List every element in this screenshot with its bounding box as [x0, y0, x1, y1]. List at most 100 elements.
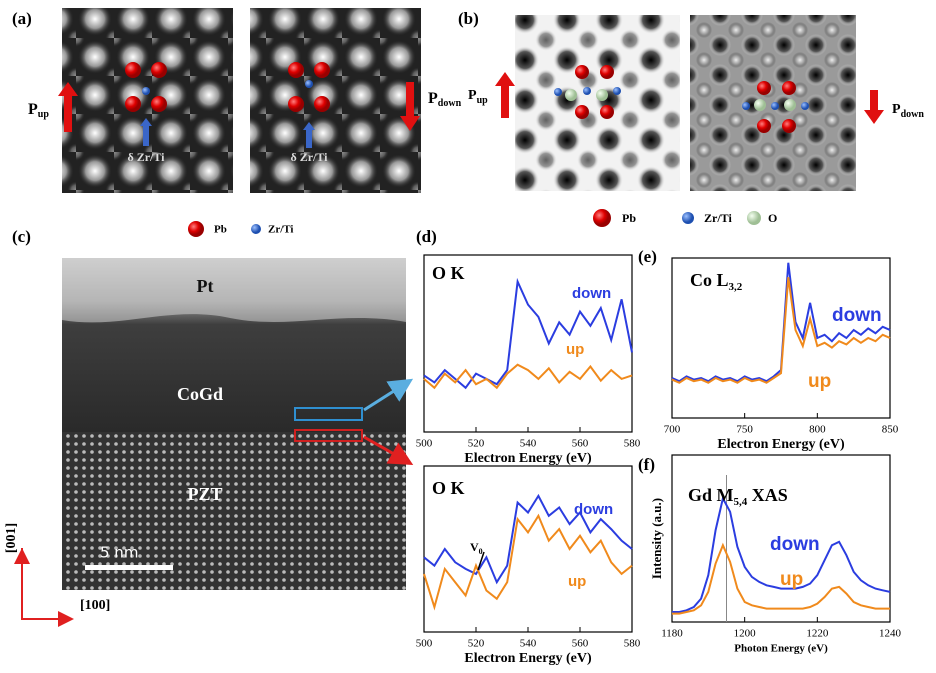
layer-label: PZT: [187, 484, 222, 504]
x-tick-label: 850: [882, 424, 899, 436]
pointer-arrow: [363, 378, 414, 412]
symbol: P: [28, 101, 38, 118]
region-box: [294, 407, 363, 421]
displacement-label: δ Zr/Ti: [127, 150, 165, 164]
panel-label: (c): [12, 227, 31, 246]
chart-title: O K: [432, 263, 465, 283]
subscript: down: [901, 109, 925, 120]
legend-label: O: [768, 211, 777, 225]
symbol: P: [468, 88, 477, 103]
series-label: down: [832, 305, 882, 326]
subscript: up: [477, 95, 489, 106]
spectrum-line: [423, 493, 633, 585]
x-tick-label: 1240: [879, 628, 902, 640]
x-tick-label: 500: [416, 438, 433, 450]
polarization-label: Pup: [468, 88, 488, 106]
annotation: V0: [470, 540, 483, 556]
axis-direction: [100]: [80, 598, 110, 613]
x-tick-label: 540: [520, 438, 537, 450]
legend-label: Pb: [622, 211, 636, 225]
pt-layer: [62, 258, 406, 323]
panel-label: (d): [416, 227, 437, 246]
symbol: V: [470, 540, 479, 554]
series-label: up: [780, 569, 803, 590]
arrow-down: [864, 90, 884, 124]
subscript: down: [438, 98, 462, 109]
panel-label: (e): [638, 247, 657, 266]
subscript: up: [38, 109, 50, 120]
x-tick-label: 560: [572, 438, 589, 450]
spectrum-line: [672, 495, 891, 613]
panel-label: (a): [12, 9, 32, 28]
plot-frame: [671, 454, 891, 623]
symbol: P: [892, 102, 901, 117]
x-axis-label: Electron Energy (eV): [464, 651, 592, 666]
layer-label: Pt: [197, 276, 214, 296]
stem-image: [250, 8, 421, 193]
spectrum-line: [671, 277, 891, 384]
stem-image: [515, 15, 680, 191]
x-tick-label: 580: [624, 438, 641, 450]
pzt-layer: [62, 432, 406, 590]
title-part: Co L: [690, 270, 729, 290]
pointer-arrow: [363, 435, 414, 465]
title-part: 5,4: [734, 496, 748, 508]
legend: Pb Zr/Ti O: [593, 209, 777, 227]
x-tick-label: 540: [520, 638, 537, 650]
stem-image: [62, 8, 233, 193]
spectrum-line: [423, 363, 633, 390]
series-label: up: [568, 573, 586, 590]
x-axis-label: Electron Energy (eV): [717, 437, 845, 452]
axis-arrows: [21, 548, 70, 620]
title-part: XAS: [747, 485, 788, 505]
x-tick-label: 560: [572, 638, 589, 650]
axis-direction: [001]: [4, 523, 19, 553]
subscript: 0: [479, 547, 483, 556]
chart-title: Gd M5,4 XAS: [688, 485, 788, 507]
x-tick-label: 1200: [734, 628, 757, 640]
spectrum-line: [423, 277, 633, 390]
x-tick-label: 1180: [661, 628, 683, 640]
panel-label: (b): [458, 9, 479, 28]
x-tick-label: 1220: [806, 628, 829, 640]
scale-bar-label: 5 nm: [100, 544, 138, 562]
legend-label: Zr/Ti: [704, 211, 732, 225]
x-tick-label: 750: [736, 424, 753, 436]
x-axis-label: Electron Energy (eV): [464, 451, 592, 466]
x-tick-label: 500: [416, 638, 433, 650]
x-tick-label: 580: [624, 638, 641, 650]
y-axis-label: Intensity (a.u.): [649, 498, 664, 579]
annotation-pointer: [477, 551, 485, 571]
region-box: [294, 429, 363, 442]
title-part: Gd M: [688, 485, 734, 505]
series-label: down: [574, 501, 613, 518]
panel-label: (f): [638, 455, 655, 474]
displacement-label: δ Zr/Ti: [290, 150, 328, 164]
series-label: up: [566, 341, 584, 358]
legend-label: Pb: [214, 224, 227, 236]
arrow-up: [58, 82, 78, 132]
spectrum-line: [672, 542, 890, 615]
polarization-label: Pdown: [892, 102, 924, 120]
arrow-up: [495, 72, 515, 118]
scale-bar: [85, 565, 173, 570]
atom-overlay: [125, 62, 330, 148]
x-tick-label: 520: [468, 638, 485, 650]
series-label: down: [572, 285, 611, 302]
symbol: P: [428, 90, 438, 107]
legend-label: Zr/Ti: [268, 224, 293, 236]
plot-frame: [423, 254, 633, 433]
spectrum-line: [423, 513, 633, 611]
title-part: 3,2: [729, 281, 743, 293]
chart-title: O K: [432, 478, 465, 498]
series-label: down: [770, 534, 820, 555]
polarization-label: Pdown: [428, 90, 462, 110]
atom-overlay: [554, 65, 809, 133]
legend: Pb Zr/Ti: [188, 221, 293, 237]
x-tick-label: 800: [809, 424, 826, 436]
chart-title: Co L3,2: [690, 270, 743, 292]
title-part: O K: [432, 263, 465, 283]
layer-label: CoGd: [177, 384, 223, 404]
polarization-label: Pup: [28, 101, 49, 121]
